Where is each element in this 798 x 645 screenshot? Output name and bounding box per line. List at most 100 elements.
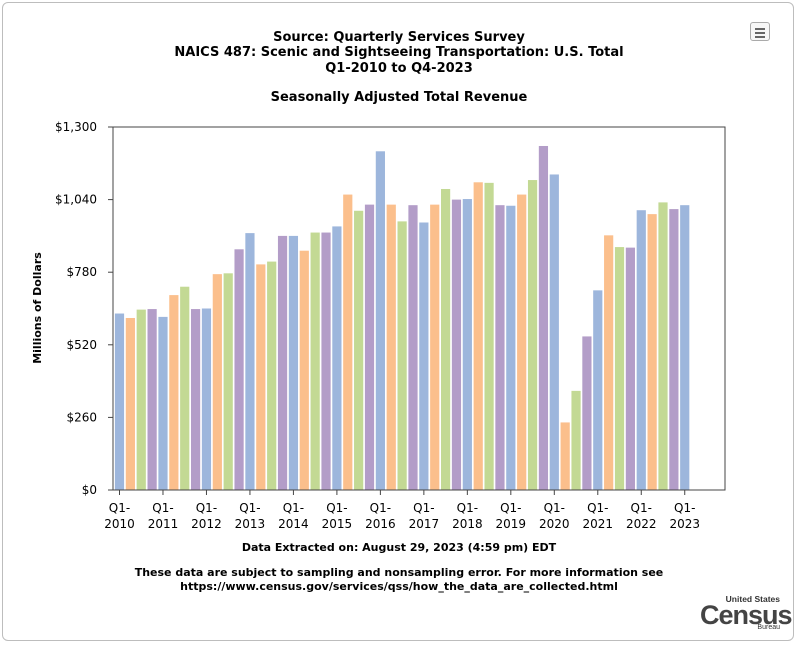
bar[interactable] (364, 204, 375, 490)
bar[interactable] (277, 235, 288, 490)
y-tick-label: $0 (82, 483, 97, 497)
x-tick-label-quarter: Q1- (152, 501, 173, 515)
chart-title-period: Q1-2010 to Q4-2023 (325, 61, 473, 76)
x-tick-label-quarter: Q1- (674, 501, 695, 515)
bar[interactable] (299, 250, 309, 490)
data-extracted-note: Data Extracted on: August 29, 2023 (4:59… (241, 541, 557, 554)
bar[interactable] (517, 194, 527, 490)
x-tick-label-year: 2017 (409, 517, 440, 531)
x-tick-label-year: 2014 (278, 517, 309, 531)
bar[interactable] (538, 145, 549, 491)
bar[interactable] (473, 182, 483, 491)
hamburger-menu-icon[interactable] (750, 22, 770, 41)
y-tick-label: $1,300 (55, 120, 97, 134)
x-tick-label-year: 2016 (365, 517, 396, 531)
bar[interactable] (527, 180, 538, 491)
x-tick-label-quarter: Q1- (413, 501, 434, 515)
y-axis-label: Millions of Dollars (31, 252, 44, 364)
bar[interactable] (212, 274, 222, 490)
bar[interactable] (245, 233, 255, 491)
y-tick-label: $260 (66, 410, 97, 424)
bar[interactable] (462, 199, 472, 491)
bar[interactable] (288, 235, 299, 490)
x-tick-label-quarter: Q1- (370, 501, 391, 515)
bar[interactable] (549, 174, 559, 490)
bar[interactable] (180, 286, 190, 490)
bar[interactable] (169, 295, 179, 490)
logo-census-text: Census (700, 600, 793, 630)
y-tick-label: $1,040 (55, 193, 97, 207)
bar[interactable] (158, 316, 168, 490)
chart-subtitle: Seasonally Adjusted Total Revenue (270, 90, 528, 105)
x-tick-label-quarter: Q1- (109, 501, 130, 515)
bar[interactable] (614, 247, 625, 490)
sampling-note: These data are subject to sampling and n… (134, 566, 664, 579)
x-tick-label-year: 2013 (235, 517, 266, 531)
x-tick-label-year: 2020 (539, 517, 570, 531)
bar[interactable] (136, 309, 146, 490)
x-tick-label-quarter: Q1- (283, 501, 304, 515)
x-tick-label-quarter: Q1- (500, 501, 521, 515)
chart-plot: Millions of Dollars $0 $260 $520 $780 $1,040… (31, 120, 726, 531)
bar[interactable] (310, 232, 320, 491)
bar[interactable] (321, 232, 331, 491)
bar[interactable] (506, 205, 516, 491)
bar[interactable] (658, 202, 668, 490)
bar[interactable] (267, 261, 277, 490)
bar[interactable] (190, 309, 201, 490)
bar[interactable] (680, 205, 690, 490)
bar[interactable] (386, 204, 396, 490)
x-tick-label-quarter: Q1- (196, 501, 217, 515)
x-tick-label-year: 2022 (626, 517, 657, 531)
x-tick-label-quarter: Q1- (587, 501, 608, 515)
x-tick-label-year: 2010 (104, 517, 135, 531)
bar[interactable] (604, 235, 614, 490)
plot-area-border (112, 126, 726, 491)
x-tick-label-year: 2012 (191, 517, 222, 531)
methodology-link[interactable]: https://www.census.gov/services/qss/how_… (180, 580, 618, 593)
bar[interactable] (625, 247, 635, 490)
bar[interactable] (397, 221, 407, 490)
x-tick-label-year: 2021 (583, 517, 614, 531)
bar[interactable] (430, 204, 440, 490)
bar[interactable] (419, 222, 429, 491)
bar[interactable] (332, 226, 342, 490)
chart-title-source: Source: Quarterly Services Survey (273, 30, 525, 45)
x-tick-label-quarter: Q1- (239, 501, 260, 515)
chart-title-naics: NAICS 487: Scenic and Sightseeing Transp… (174, 45, 624, 60)
x-tick-label-year: 2011 (148, 517, 179, 531)
bar[interactable] (114, 313, 125, 490)
bar[interactable] (636, 210, 646, 490)
bar[interactable] (408, 205, 418, 490)
x-tick-label-year: 2018 (452, 517, 483, 531)
bar[interactable] (234, 249, 244, 490)
x-tick-label-quarter: Q1- (457, 501, 478, 515)
bar[interactable] (441, 188, 451, 491)
x-tick-label-year: 2023 (669, 517, 700, 531)
y-tick-label: $520 (66, 338, 97, 352)
bar[interactable] (451, 199, 462, 490)
x-tick-label-quarter: Q1- (326, 501, 347, 515)
bar[interactable] (593, 290, 603, 490)
y-tick-label: $780 (66, 265, 97, 279)
bar[interactable] (223, 273, 233, 490)
x-tick-label-year: 2019 (496, 517, 527, 531)
census-bureau-logo: United States Census Bureau (700, 594, 793, 632)
bar[interactable] (375, 151, 385, 491)
bar[interactable] (560, 422, 570, 490)
bar[interactable] (669, 209, 679, 490)
bar[interactable] (571, 390, 581, 490)
bar[interactable] (582, 336, 592, 490)
bar[interactable] (147, 309, 157, 490)
bar[interactable] (495, 205, 505, 490)
x-tick-label-quarter: Q1- (544, 501, 565, 515)
bar[interactable] (343, 194, 353, 490)
logo-bureau-text: Bureau (757, 624, 780, 631)
bar[interactable] (647, 214, 657, 490)
bar[interactable] (484, 182, 494, 490)
logo-united-states-text: United States (725, 594, 780, 604)
bar[interactable] (125, 317, 135, 490)
bar[interactable] (354, 210, 364, 490)
bar[interactable] (201, 308, 212, 491)
bar[interactable] (256, 264, 266, 490)
